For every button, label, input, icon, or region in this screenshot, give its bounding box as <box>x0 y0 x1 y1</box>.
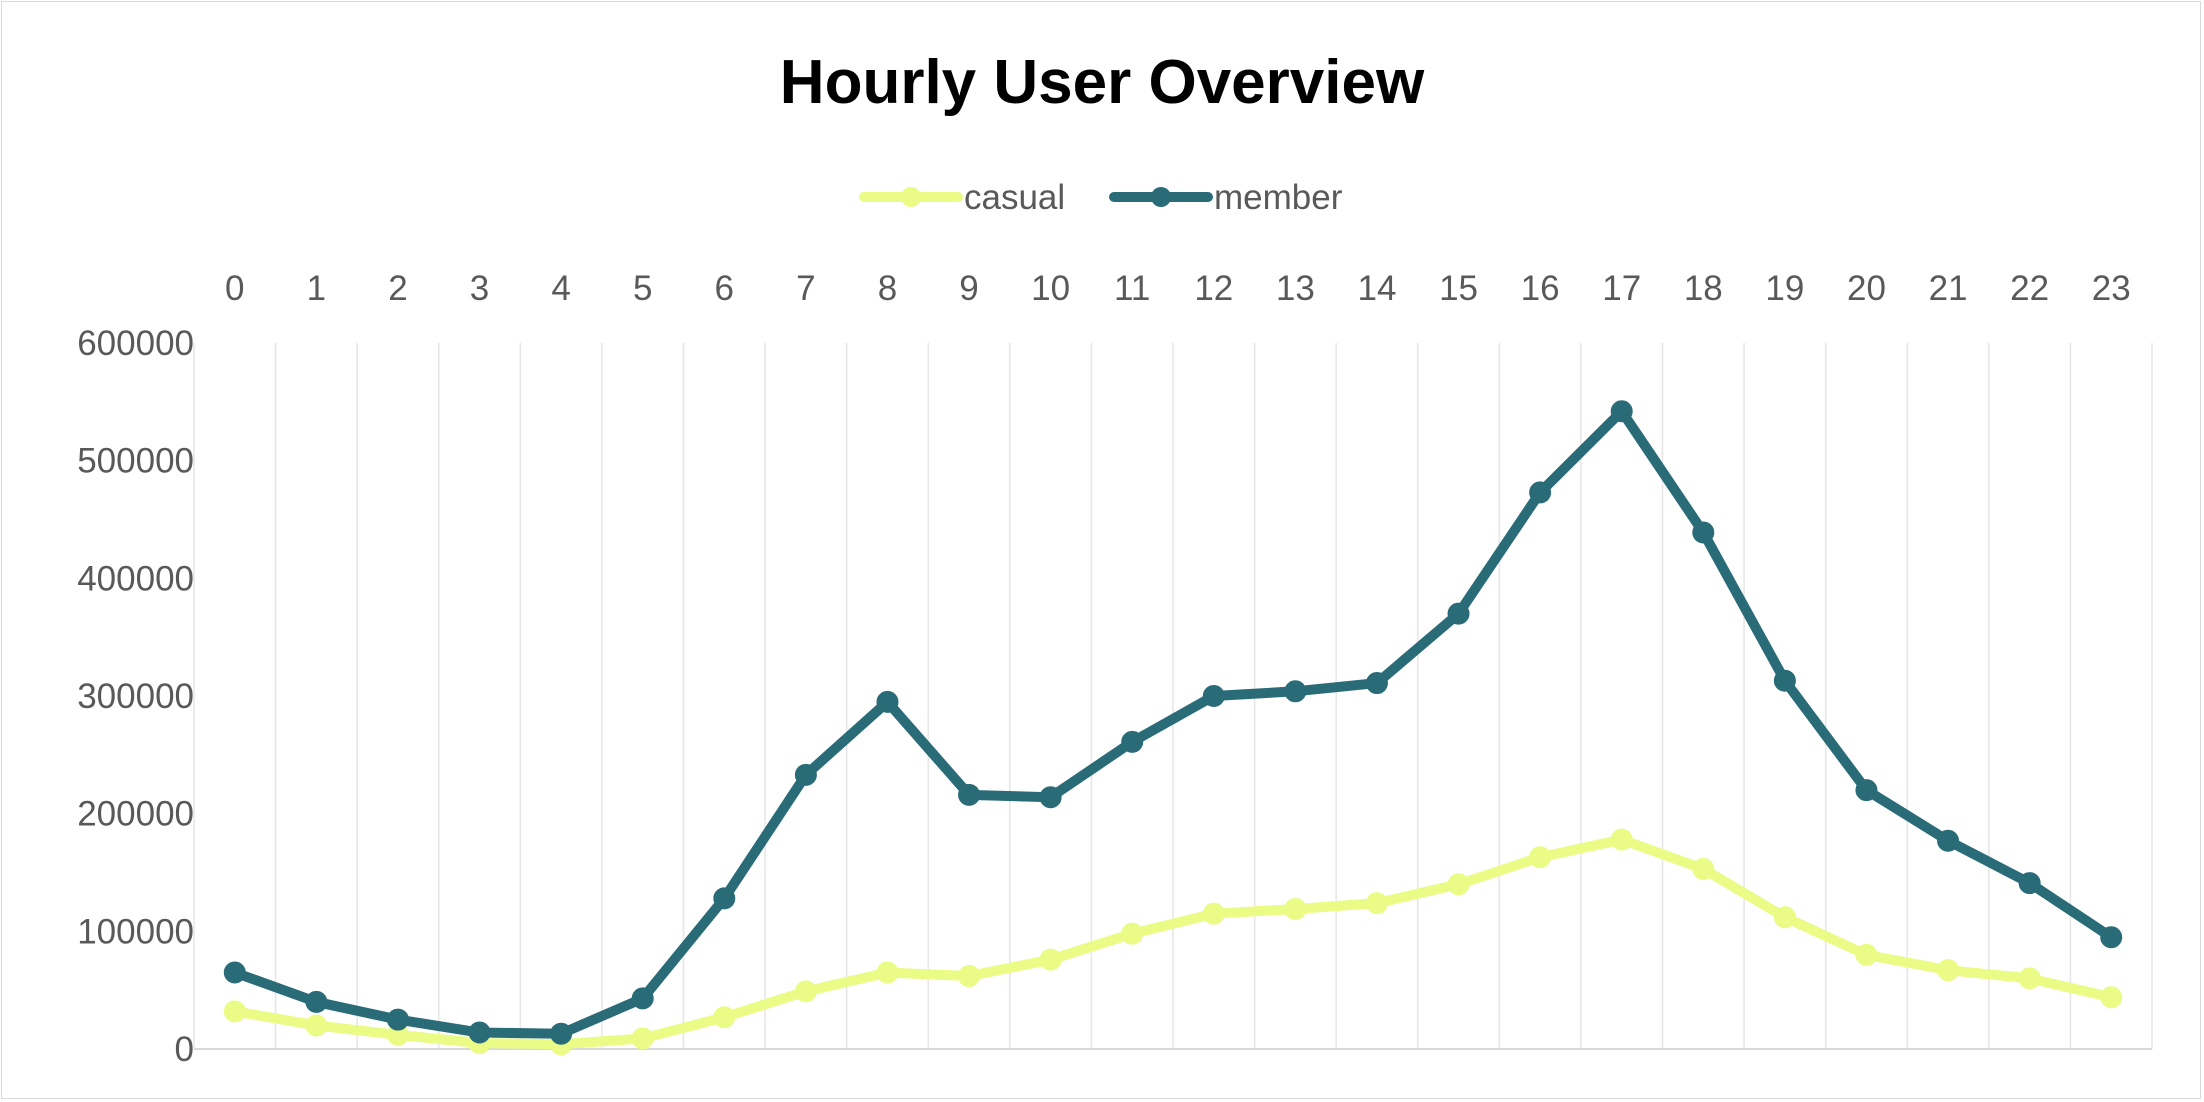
data-point-casual <box>223 1000 246 1023</box>
data-point-casual <box>1284 897 1307 920</box>
data-point-casual <box>958 965 981 988</box>
data-point-member <box>1773 669 1796 692</box>
data-point-casual <box>1365 892 1388 915</box>
data-point-member <box>1692 521 1715 544</box>
legend-item-casual: casual <box>859 178 1065 217</box>
data-point-casual <box>876 961 899 984</box>
data-point-member <box>1039 786 1062 809</box>
y-tick-label: 400000 <box>77 559 194 598</box>
data-point-member <box>1202 685 1225 707</box>
data-point-casual <box>1039 948 1062 971</box>
x-tick-label: 9 <box>959 269 978 308</box>
legend-label: member <box>1214 178 1343 217</box>
x-tick-label: 21 <box>1929 269 1968 308</box>
data-point-casual <box>631 1027 654 1050</box>
legend-swatch-marker <box>901 187 921 207</box>
data-point-member <box>1937 829 1960 852</box>
x-tick-label: 0 <box>225 269 244 308</box>
x-tick-label: 10 <box>1031 269 1070 308</box>
x-tick-label: 15 <box>1439 269 1478 308</box>
x-tick-label: 23 <box>2092 269 2131 308</box>
x-tick-label: 16 <box>1521 269 1560 308</box>
data-point-casual <box>305 1014 328 1037</box>
data-point-member <box>1447 602 1470 625</box>
chart-title: Hourly User Overview <box>780 48 1425 117</box>
gridlines <box>193 343 2153 1049</box>
data-point-member <box>2018 872 2041 895</box>
legend-swatch-marker <box>1151 187 1171 207</box>
data-point-member <box>713 887 736 910</box>
x-tick-label: 2 <box>388 269 407 308</box>
legend-label: casual <box>964 178 1065 217</box>
series-member <box>223 400 2123 1045</box>
x-axis: 0 1 2 3 4 5 6 7 8 9 10 11 12 13 14 15 16 17 18 19 20 21 22 23 <box>225 269 2131 308</box>
data-point-casual <box>2018 967 2041 990</box>
data-point-member <box>550 1022 573 1045</box>
data-point-casual <box>2100 986 2123 1009</box>
data-point-casual <box>713 1006 736 1029</box>
x-tick-label: 12 <box>1194 269 1233 308</box>
series-line-member <box>229 406 2117 1039</box>
data-point-member <box>223 961 246 984</box>
x-tick-label: 11 <box>1114 269 1150 308</box>
data-point-casual <box>1692 857 1715 880</box>
data-point-member <box>794 763 817 786</box>
x-tick-label: 6 <box>715 269 734 308</box>
x-tick-label: 19 <box>1765 269 1804 308</box>
x-tick-label: 3 <box>470 269 489 308</box>
x-tick-label: 13 <box>1276 269 1315 308</box>
data-point-member <box>2100 926 2123 949</box>
legend: casual member <box>859 178 1343 217</box>
y-tick-label: 0 <box>175 1030 194 1069</box>
data-point-member <box>876 690 899 713</box>
data-point-member <box>1855 779 1878 802</box>
data-point-casual <box>1121 922 1144 945</box>
y-tick-label: 100000 <box>77 912 194 951</box>
data-point-member <box>305 990 328 1013</box>
legend-item-member: member <box>1109 178 1343 217</box>
series-layer <box>223 400 2123 1056</box>
data-point-casual <box>1610 828 1633 851</box>
y-tick-label: 600000 <box>77 324 194 363</box>
data-point-casual <box>1773 906 1796 929</box>
x-tick-label: 7 <box>796 269 815 308</box>
x-tick-label: 17 <box>1602 269 1641 308</box>
y-tick-label: 300000 <box>77 677 194 716</box>
series-line-casual <box>229 834 2117 1050</box>
data-point-member <box>1529 481 1552 504</box>
data-point-member <box>1121 730 1144 753</box>
x-tick-label: 5 <box>633 269 652 308</box>
data-point-casual <box>1202 902 1225 925</box>
x-tick-label: 18 <box>1684 269 1723 308</box>
x-tick-label: 20 <box>1847 269 1886 308</box>
data-point-member <box>1284 680 1307 703</box>
data-point-member <box>1365 672 1388 695</box>
x-tick-label: 1 <box>307 269 326 308</box>
data-point-member <box>386 1008 409 1031</box>
x-tick-label: 22 <box>2010 269 2049 308</box>
data-point-casual <box>1529 846 1552 869</box>
x-tick-label: 14 <box>1357 269 1396 308</box>
y-tick-label: 200000 <box>77 795 194 834</box>
data-point-casual <box>1447 873 1470 896</box>
x-tick-label: 8 <box>878 269 897 308</box>
series-casual <box>223 828 2123 1056</box>
y-tick-label: 500000 <box>77 442 194 481</box>
y-axis: 0 100000 200000 300000 400000 500000 600000 <box>77 324 194 1069</box>
data-point-member <box>631 987 654 1010</box>
x-tick-label: 4 <box>551 269 570 308</box>
data-point-member <box>1610 400 1633 423</box>
data-point-casual <box>1855 943 1878 966</box>
data-point-casual <box>794 980 817 1003</box>
data-point-member <box>468 1021 491 1044</box>
data-point-casual <box>1937 959 1960 982</box>
data-point-member <box>958 783 981 806</box>
